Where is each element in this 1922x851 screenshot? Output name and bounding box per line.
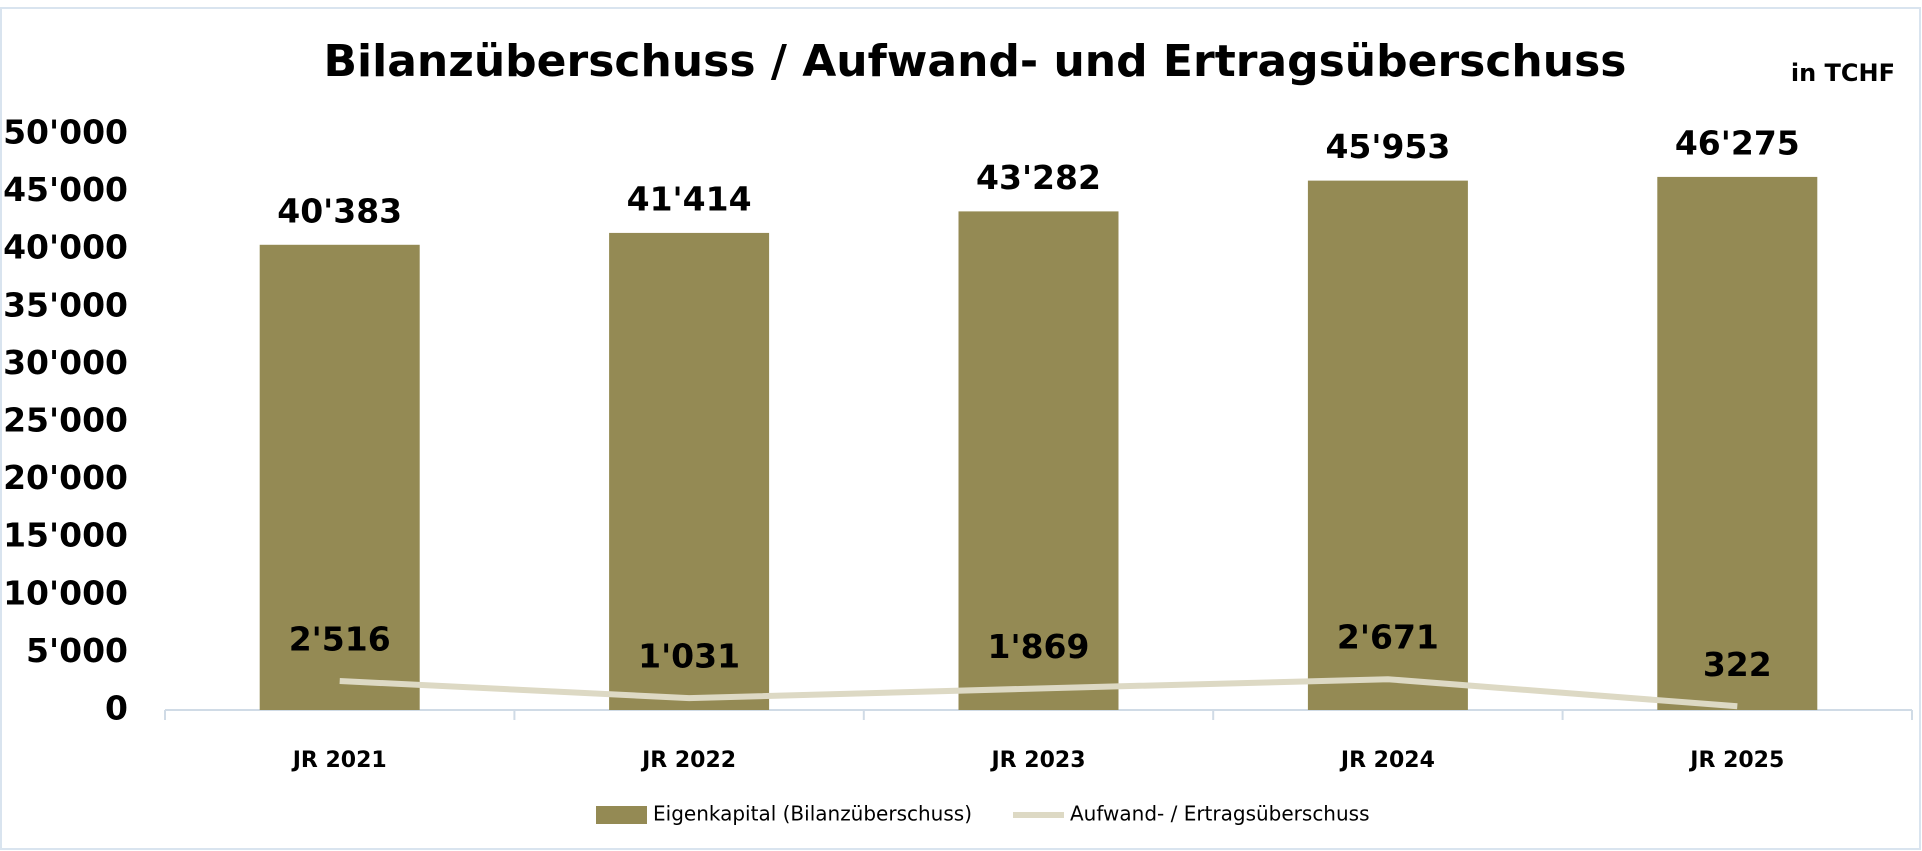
line xyxy=(339,676,1738,710)
data-label: 2'671 xyxy=(1337,618,1439,657)
y-tick-label: 25'000 xyxy=(3,401,128,440)
y-tick-label: 35'000 xyxy=(3,285,128,324)
x-tick-label: JR 2023 xyxy=(989,748,1085,773)
x-tick-label: JR 2024 xyxy=(1339,748,1435,773)
legend-swatch xyxy=(596,806,647,824)
data-label: 1'869 xyxy=(988,627,1090,666)
x-tick-label: JR 2022 xyxy=(640,748,736,773)
data-label: 41'414 xyxy=(627,179,752,218)
x-tick-label: JR 2025 xyxy=(1688,748,1784,773)
bar xyxy=(259,244,420,710)
x-tick-label: JR 2021 xyxy=(291,748,387,773)
bar xyxy=(1657,176,1818,711)
y-tick-label: 20'000 xyxy=(3,458,128,497)
y-tick-label: 40'000 xyxy=(3,228,128,267)
y-tick-label: 50'000 xyxy=(3,113,128,152)
y-tick-label: 5'000 xyxy=(26,631,128,670)
data-label: 45'953 xyxy=(1325,127,1450,166)
bar xyxy=(609,232,770,711)
data-label: 1'031 xyxy=(638,637,740,676)
y-tick-label: 10'000 xyxy=(3,573,128,612)
bar xyxy=(1307,180,1468,710)
legend-label: Eigenkapital (Bilanzüberschuss) xyxy=(653,802,972,826)
y-tick-label: 30'000 xyxy=(3,343,128,382)
data-label: 46'275 xyxy=(1675,123,1800,162)
y-tick-label: 45'000 xyxy=(3,170,128,209)
data-label: 43'282 xyxy=(976,158,1101,197)
chart-title: Bilanzüberschuss / Aufwand- und Ertragsü… xyxy=(324,36,1627,87)
y-tick-label: 0 xyxy=(105,689,128,728)
y-tick-label: 15'000 xyxy=(3,516,128,555)
bar xyxy=(958,211,1119,710)
legend-label: Aufwand- / Ertragsüberschuss xyxy=(1070,802,1370,826)
data-label: 2'516 xyxy=(289,620,391,659)
data-label: 322 xyxy=(1703,645,1772,684)
data-label: 40'383 xyxy=(277,191,402,230)
chart-subtitle: in TCHF xyxy=(1791,59,1895,87)
